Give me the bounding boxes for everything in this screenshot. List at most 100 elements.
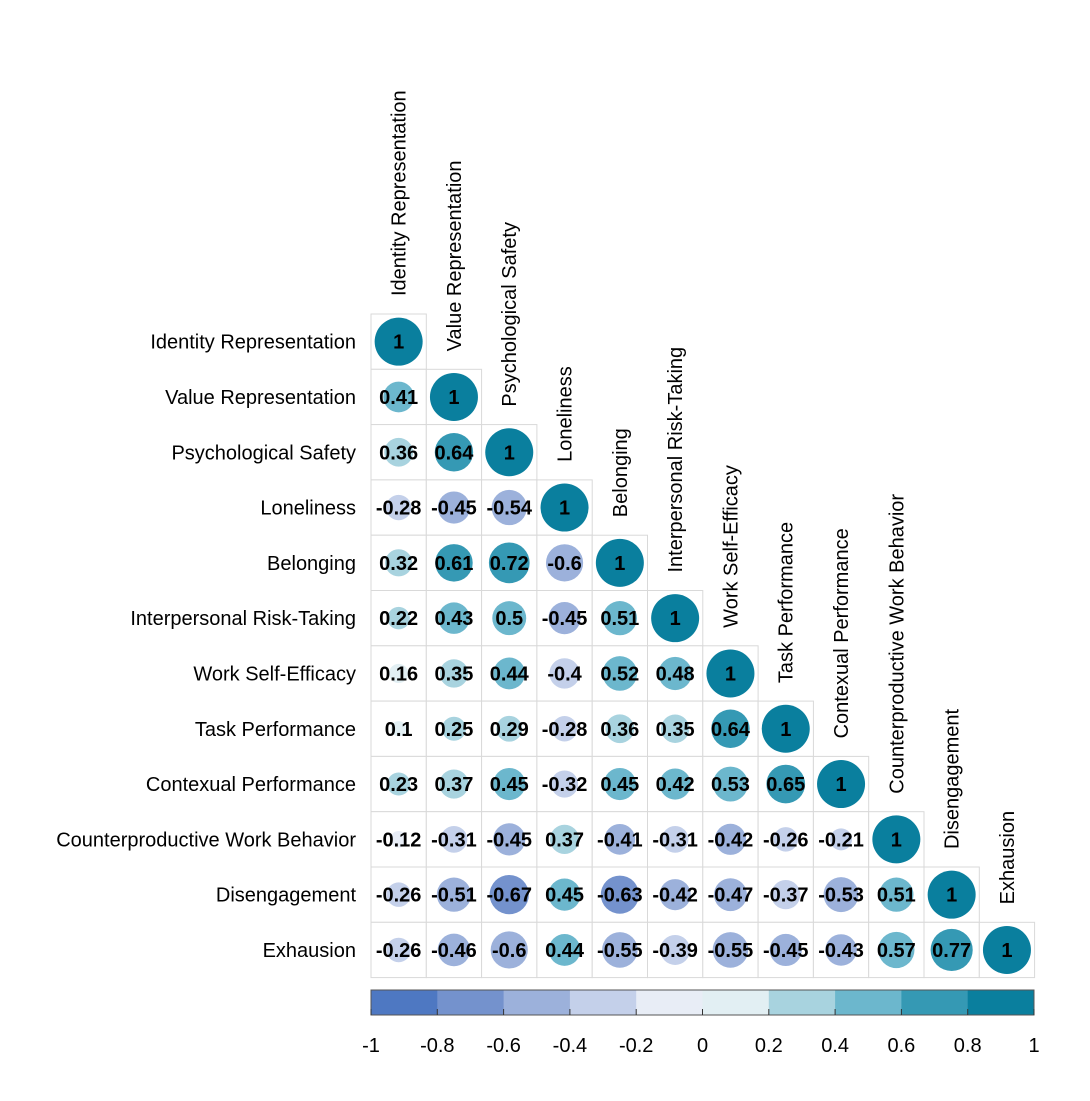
- correlation-values: 1 0.41 1 0.36 0.64 1 -0.28 -0.45 -0.54 1 0.32 0.61 0…: [376, 332, 1013, 962]
- correlation-value: 0.43: [434, 608, 473, 630]
- row-label: Contexual Performance: [146, 774, 356, 796]
- correlation-circle: [440, 825, 468, 853]
- correlation-circle: [706, 649, 755, 698]
- correlation-value: 1: [504, 442, 515, 464]
- legend-tick-label: 1: [1028, 1035, 1039, 1057]
- correlation-circle: [485, 428, 534, 477]
- correlation-circle: [389, 663, 409, 684]
- correlation-circle: [488, 542, 530, 584]
- correlation-circle: [374, 317, 423, 366]
- legend-color-bin: [835, 990, 902, 1015]
- correlation-circle: [773, 827, 798, 852]
- correlation-value: 0.37: [545, 829, 584, 851]
- correlation-value: 0.36: [379, 442, 418, 464]
- correlation-value: -0.51: [431, 885, 477, 907]
- correlation-circle: [660, 714, 690, 743]
- correlation-circle: [878, 931, 915, 969]
- correlation-value: 0.64: [711, 719, 751, 741]
- correlation-value: 0.25: [434, 719, 473, 741]
- correlation-value: -0.55: [597, 940, 643, 962]
- correlation-value: 0.72: [490, 553, 529, 575]
- correlation-value: 0.44: [490, 663, 530, 685]
- correlation-value: -0.54: [486, 498, 532, 520]
- column-label: Disengagement: [942, 708, 964, 849]
- correlation-circle: [712, 932, 749, 968]
- correlation-circle: [441, 716, 466, 741]
- correlation-value: 0.48: [656, 663, 695, 685]
- correlation-circle: [658, 656, 692, 691]
- correlation-circle: [872, 815, 921, 864]
- correlation-value: 0.61: [434, 553, 473, 575]
- legend-tick-label: -0.4: [553, 1035, 587, 1057]
- correlation-circle: [496, 715, 523, 742]
- correlation-value: 0.44: [545, 940, 585, 962]
- correlation-value: -0.37: [763, 885, 809, 907]
- correlation-value: -0.45: [542, 608, 588, 630]
- correlation-circle: [661, 825, 689, 853]
- correlation-value: 0.35: [656, 719, 695, 741]
- correlation-value: 1: [559, 498, 570, 520]
- correlation-value: -0.28: [542, 719, 588, 741]
- correlation-circle: [713, 878, 747, 912]
- correlation-circle: [651, 594, 700, 643]
- column-label: Value Representation: [444, 160, 466, 351]
- correlation-circle: [540, 483, 589, 532]
- correlation-circle: [438, 602, 470, 634]
- correlation-value: -0.45: [486, 829, 532, 851]
- correlation-circle: [545, 544, 584, 582]
- correlation-value: -0.32: [542, 774, 588, 796]
- correlation-circle: [439, 659, 469, 688]
- correlation-circle: [766, 764, 806, 804]
- correlation-circle: [489, 875, 529, 915]
- correlation-circle: [604, 823, 636, 855]
- correlation-value: -0.47: [708, 885, 754, 907]
- legend-tick-label: 0.2: [755, 1035, 783, 1057]
- legend-color-bin: [371, 990, 438, 1015]
- column-label: Contexual Performance: [831, 528, 853, 738]
- column-label: Interpersonal Risk-Taking: [665, 347, 687, 573]
- correlation-circle: [927, 870, 976, 919]
- correlation-value: -0.28: [376, 498, 422, 520]
- correlation-value: -0.4: [547, 663, 582, 685]
- correlation-value: 0.53: [711, 774, 750, 796]
- correlation-value: 1: [946, 885, 957, 907]
- legend-color-bin: [768, 990, 836, 1015]
- correlation-circle: [437, 933, 471, 967]
- correlation-circle: [436, 877, 472, 912]
- correlation-value: -0.26: [763, 829, 809, 851]
- correlation-circle: [823, 877, 859, 913]
- legend-tick-label: -1: [362, 1035, 380, 1057]
- row-labels: Identity Representation Value Representat…: [56, 332, 356, 962]
- correlation-value: 0.64: [434, 442, 474, 464]
- correlation-value: -0.41: [597, 829, 643, 851]
- legend-color-bin: [636, 990, 703, 1015]
- correlation-circle: [769, 933, 802, 967]
- column-label: Work Self-Efficacy: [720, 465, 742, 628]
- correlation-circle: [434, 433, 474, 472]
- correlation-circle: [605, 714, 635, 744]
- correlation-value: 1: [835, 774, 846, 796]
- correlation-value: -0.6: [547, 553, 581, 575]
- correlation-value: 1: [393, 332, 404, 354]
- correlation-value: 0.45: [545, 885, 584, 907]
- correlation-value: 1: [1001, 940, 1012, 962]
- correlation-circle: [659, 768, 691, 800]
- correlation-circle: [602, 601, 637, 636]
- correlation-value: 0.51: [600, 608, 639, 630]
- correlation-circle: [387, 772, 411, 796]
- correlation-value: 0.45: [600, 774, 639, 796]
- correlation-circle: [548, 602, 581, 635]
- correlation-circle: [429, 372, 478, 421]
- correlation-value: 0.23: [379, 774, 418, 796]
- correlation-circle: [714, 823, 747, 855]
- column-label: Exhausion: [997, 811, 1019, 904]
- row-label: Disengagement: [216, 885, 357, 907]
- column-label: Belonging: [610, 428, 632, 517]
- correlation-circle: [549, 824, 580, 854]
- correlation-value: 0.52: [600, 663, 639, 685]
- matrix-cell: [370, 645, 427, 702]
- legend-color-bin: [437, 990, 505, 1015]
- correlation-value: 0.5: [495, 608, 523, 630]
- correlation-circle: [551, 716, 578, 742]
- correlation-circle: [493, 823, 526, 856]
